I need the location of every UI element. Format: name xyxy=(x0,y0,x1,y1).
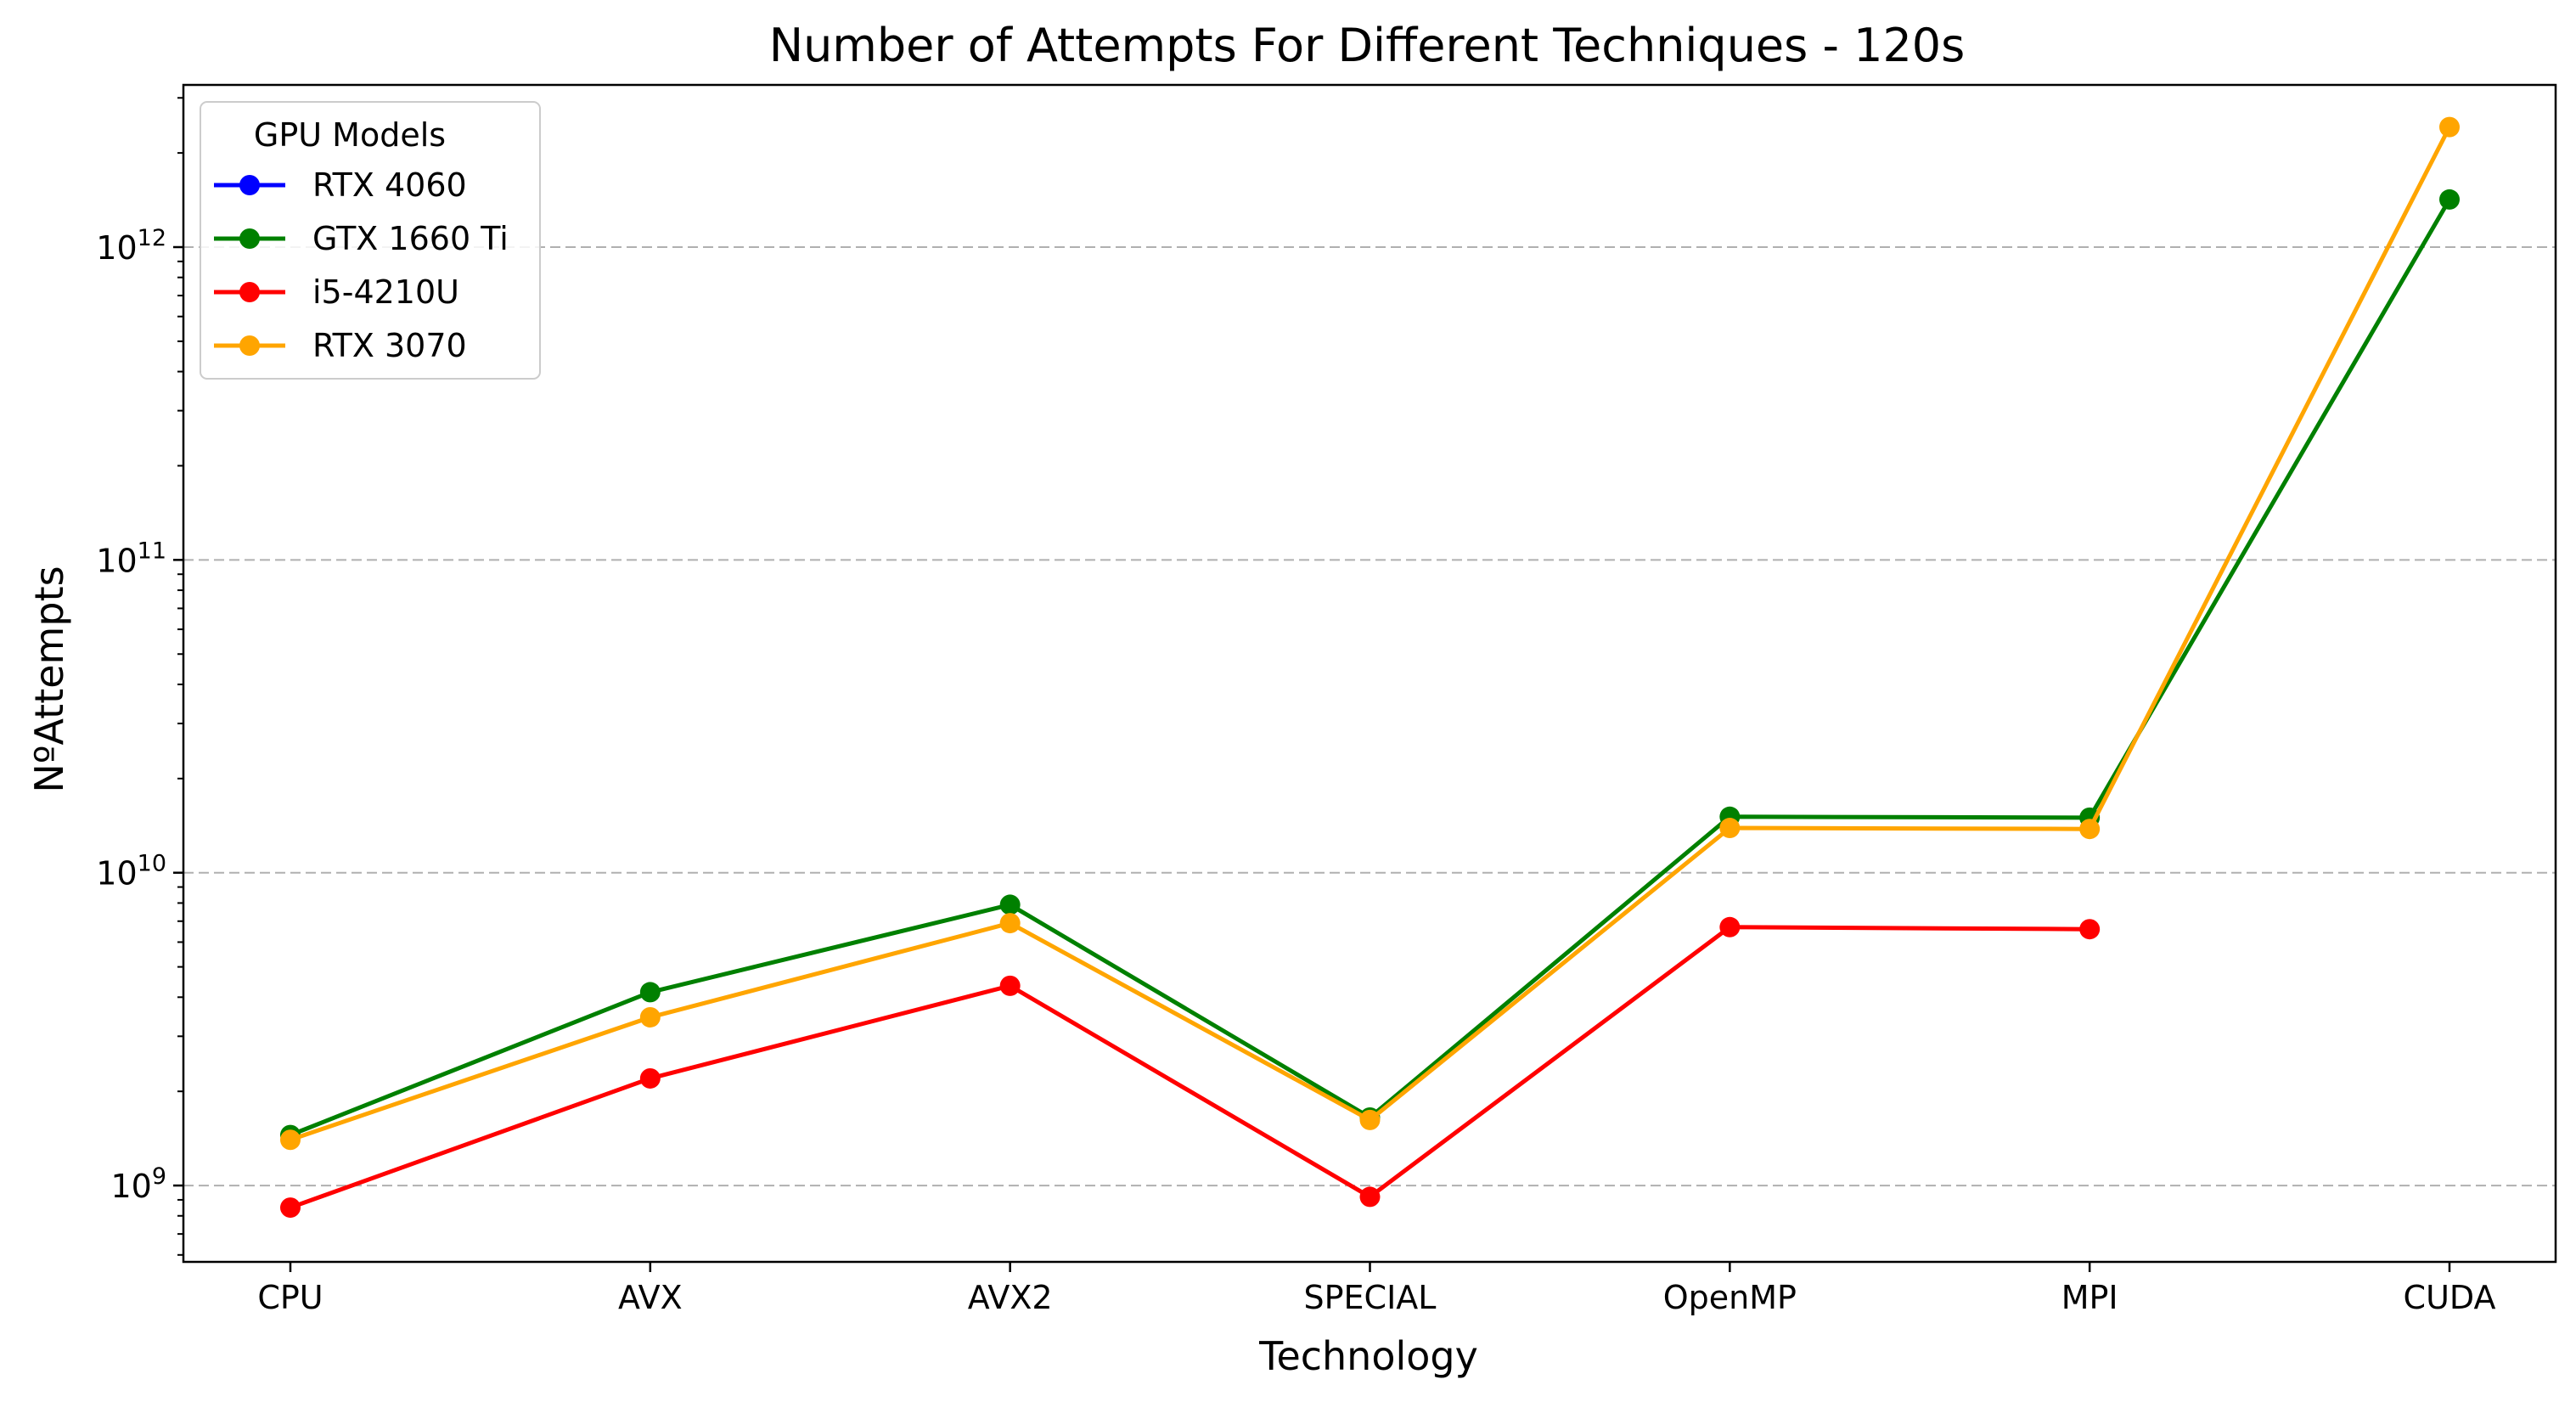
data-point xyxy=(1719,916,1741,937)
data-point xyxy=(1359,1109,1381,1130)
y-axis-ticks: 109 1010 1011 1012 xyxy=(96,97,183,1256)
data-point xyxy=(2079,919,2101,940)
x-axis-ticks: CPU AVX AVX2 SPECIAL OpenMP MPI CUDA xyxy=(257,1262,2495,1316)
legend-label: RTX 4060 xyxy=(312,166,467,204)
series-gtx-1660-ti xyxy=(280,189,2460,1146)
series-i5-4210u xyxy=(280,916,2101,1219)
x-tick-label: CUDA xyxy=(2404,1279,2496,1316)
legend-marker xyxy=(239,228,260,249)
data-point xyxy=(999,975,1021,996)
legend-entry: RTX 4060 xyxy=(214,166,467,204)
data-point xyxy=(2079,819,2101,840)
legend-entries: RTX 4060 GTX 1660 Ti i5-4210U RTX 3070 xyxy=(214,166,509,364)
data-point xyxy=(280,1129,301,1151)
legend-label: i5-4210U xyxy=(312,273,459,311)
series-layer xyxy=(280,116,2460,1219)
series-line xyxy=(290,198,2452,1137)
x-tick-label: SPECIAL xyxy=(1304,1279,1437,1316)
y-tick-label: 1011 xyxy=(96,538,166,579)
series-rtx-3070 xyxy=(280,116,2460,1151)
data-point xyxy=(639,982,661,1003)
chart-title: Number of Attempts For Different Techniq… xyxy=(769,19,1966,72)
legend-entry: GTX 1660 Ti xyxy=(214,220,509,257)
series-line xyxy=(290,925,2090,1210)
legend-entry: i5-4210U xyxy=(214,273,459,311)
data-point xyxy=(2439,116,2460,138)
legend-label: RTX 3070 xyxy=(312,327,467,364)
y-tick-label: 109 xyxy=(110,1163,166,1205)
data-point xyxy=(999,913,1021,934)
x-tick-label: MPI xyxy=(2061,1279,2118,1316)
data-point xyxy=(2439,189,2460,210)
grid-lines xyxy=(183,245,2556,1187)
x-tick-label: AVX xyxy=(618,1279,683,1316)
x-axis-label: Technology xyxy=(1258,1333,1478,1379)
legend-marker xyxy=(239,175,260,195)
legend-label: GTX 1660 Ti xyxy=(312,220,509,257)
data-point xyxy=(1359,1186,1381,1208)
legend-marker xyxy=(239,282,260,302)
data-point xyxy=(999,894,1021,915)
legend-marker xyxy=(239,335,260,356)
y-axis-label: NºAttempts xyxy=(26,566,72,792)
x-tick-label: OpenMP xyxy=(1663,1279,1797,1316)
x-tick-label: AVX2 xyxy=(968,1279,1053,1316)
legend-title: GPU Models xyxy=(254,116,446,154)
data-point xyxy=(639,1006,661,1028)
x-tick-label: CPU xyxy=(257,1279,323,1316)
legend-entry: RTX 3070 xyxy=(214,327,467,364)
y-tick-label: 1012 xyxy=(96,225,166,267)
data-point xyxy=(639,1067,661,1089)
y-tick-label: 1010 xyxy=(96,851,166,892)
legend-box xyxy=(200,101,541,380)
data-point xyxy=(1719,818,1741,839)
series-line xyxy=(290,126,2452,1142)
data-point xyxy=(280,1197,301,1219)
